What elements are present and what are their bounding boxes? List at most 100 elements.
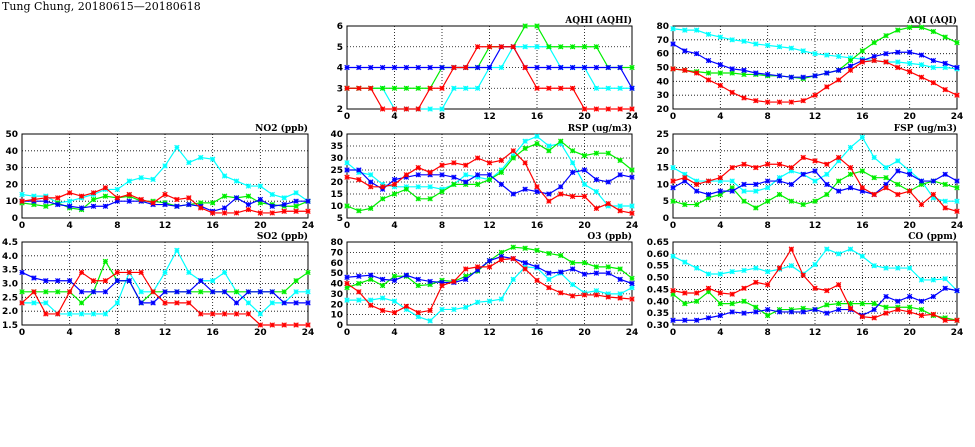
data-point xyxy=(415,172,421,178)
data-point xyxy=(800,171,806,178)
x-tick-label: 12 xyxy=(809,221,822,231)
data-point xyxy=(883,304,889,310)
data-point xyxy=(593,150,600,156)
data-point xyxy=(546,191,552,197)
data-point xyxy=(546,270,552,276)
data-point xyxy=(534,277,540,284)
x-tick-label: 24 xyxy=(626,221,639,231)
plot-frame xyxy=(21,241,309,326)
data-point xyxy=(391,191,398,197)
data-point xyxy=(764,185,771,191)
data-point xyxy=(281,300,287,306)
data-point xyxy=(293,203,299,209)
data-point xyxy=(847,305,854,312)
data-point xyxy=(670,26,676,32)
x-tick-label: 20 xyxy=(254,221,267,231)
data-point xyxy=(43,289,49,295)
data-point xyxy=(344,64,350,71)
data-point xyxy=(186,289,192,295)
data-point xyxy=(942,285,948,291)
x-tick-label: 12 xyxy=(483,328,496,338)
data-point xyxy=(451,160,457,166)
data-point xyxy=(305,322,311,328)
x-tick-label: 16 xyxy=(531,112,544,122)
data-point xyxy=(605,64,611,71)
data-point xyxy=(906,60,913,67)
data-point xyxy=(257,322,264,328)
data-point xyxy=(788,198,795,204)
data-point xyxy=(356,64,362,71)
data-point xyxy=(368,172,374,178)
y-tick-label: 25 xyxy=(330,166,343,176)
y-tick-label: 50 xyxy=(656,64,669,74)
data-point xyxy=(245,183,252,189)
chart-panel-3: 0 4 8 12 16 20 24 5 10 15 20 25 30 35 40 RSP (ug/m3) xyxy=(330,123,638,231)
data-point xyxy=(138,289,144,295)
data-point xyxy=(293,289,299,295)
data-point xyxy=(942,198,948,204)
data-point xyxy=(534,247,540,254)
data-point xyxy=(344,174,350,180)
data-point xyxy=(31,300,37,306)
data-point xyxy=(605,85,611,91)
data-point xyxy=(581,193,588,200)
data-point xyxy=(546,64,552,71)
y-tick-label: 50 xyxy=(330,269,343,279)
data-point xyxy=(788,45,795,51)
data-point xyxy=(776,178,783,184)
data-point xyxy=(812,178,818,184)
data-point xyxy=(474,264,481,270)
data-point xyxy=(824,191,830,198)
data-point xyxy=(954,317,960,323)
data-point xyxy=(78,300,85,306)
data-point xyxy=(942,64,948,71)
data-point xyxy=(942,60,948,67)
panel-title: FSP (ug/m3) xyxy=(894,123,957,134)
data-point xyxy=(510,152,516,159)
data-point xyxy=(617,295,623,301)
data-point xyxy=(764,42,771,49)
data-point xyxy=(741,188,747,194)
data-point xyxy=(918,62,925,68)
data-point xyxy=(895,306,901,313)
data-point xyxy=(617,291,623,297)
data-point xyxy=(753,309,759,315)
data-point xyxy=(391,277,398,284)
data-point xyxy=(391,64,398,71)
data-point xyxy=(233,300,240,306)
data-point xyxy=(451,174,457,180)
data-point xyxy=(835,281,842,288)
data-point xyxy=(906,171,913,178)
data-point xyxy=(534,140,540,147)
data-point xyxy=(305,300,311,306)
data-point xyxy=(693,27,700,33)
y-tick-label: 20 xyxy=(656,147,669,157)
data-point xyxy=(883,50,889,57)
data-point xyxy=(930,79,937,86)
x-tick-label: 0 xyxy=(344,328,350,338)
data-point xyxy=(835,158,842,164)
data-point xyxy=(293,322,299,328)
data-point xyxy=(859,134,866,141)
data-point xyxy=(439,282,445,289)
data-point xyxy=(55,311,61,317)
data-point xyxy=(78,289,85,295)
data-point xyxy=(605,203,611,209)
data-point xyxy=(705,31,712,38)
data-point xyxy=(558,140,564,147)
y-tick-label: 40 xyxy=(330,130,343,140)
data-point xyxy=(629,280,635,287)
y-tick-label: 0.35 xyxy=(647,309,669,319)
page-title: Tung Chung, 20180615—20180618 xyxy=(2,0,201,13)
data-point xyxy=(269,191,275,198)
data-point xyxy=(835,67,842,73)
y-tick-label: 5 xyxy=(663,197,669,207)
data-point xyxy=(788,181,795,188)
data-point xyxy=(629,167,635,173)
data-point xyxy=(753,188,759,194)
data-point xyxy=(682,27,688,33)
data-point xyxy=(546,198,552,204)
data-point xyxy=(379,184,386,190)
data-point xyxy=(368,297,374,303)
data-point xyxy=(670,253,676,259)
